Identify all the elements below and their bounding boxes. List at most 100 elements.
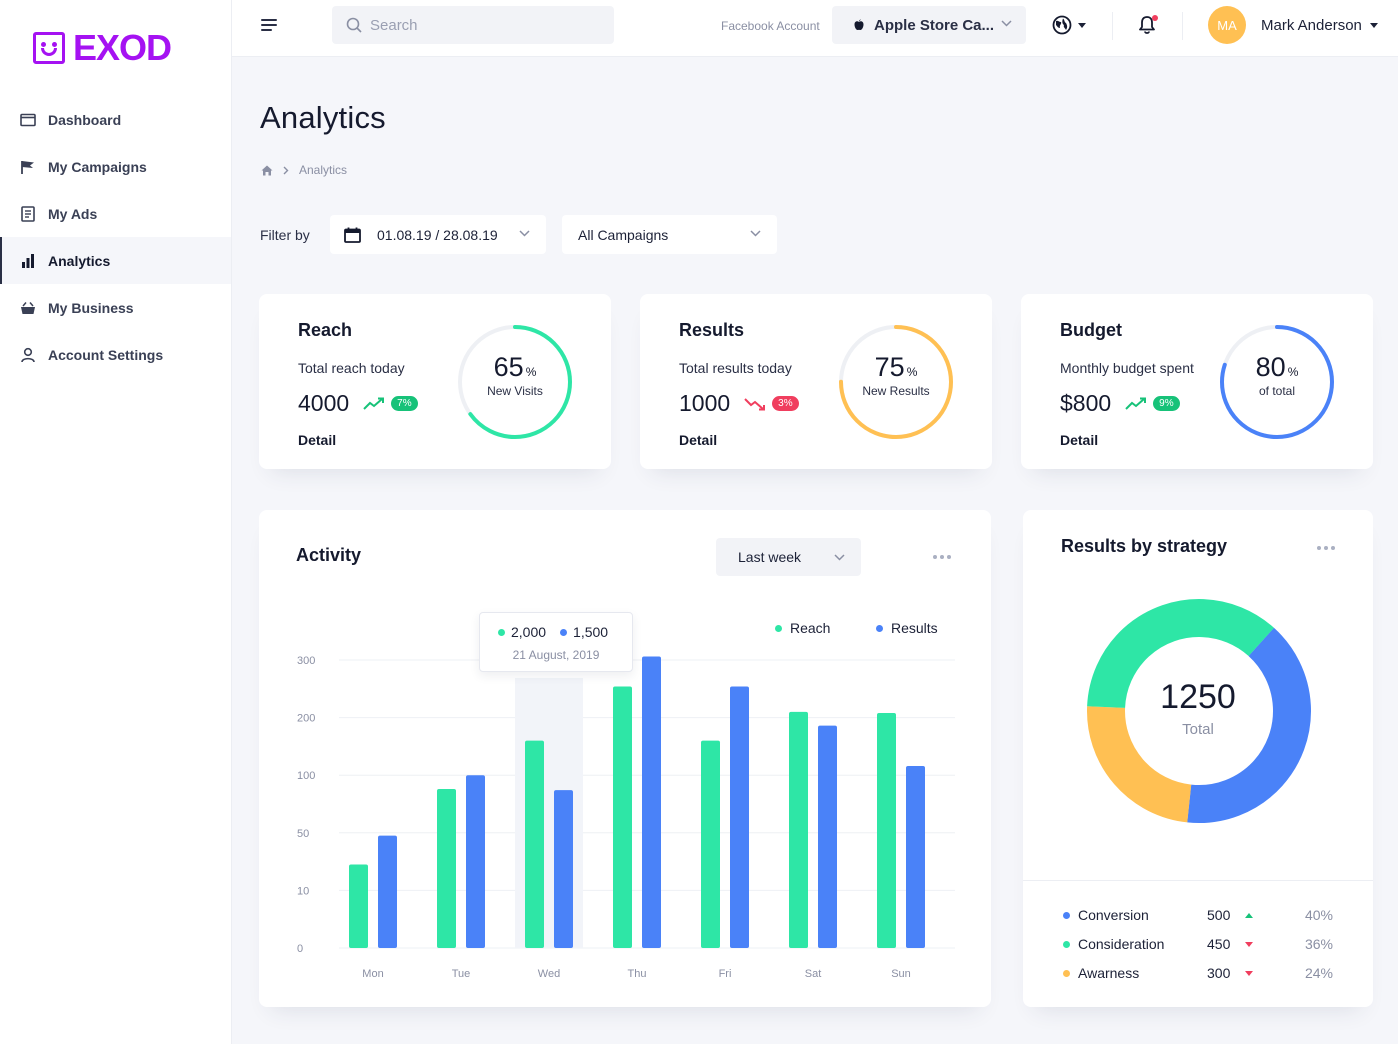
sidebar-item-dashboard[interactable]: Dashboard: [0, 96, 231, 143]
ring-percent: 75: [874, 352, 905, 382]
strategy-percent: 36%: [1304, 936, 1333, 952]
kpi-detail-link[interactable]: Detail: [679, 432, 718, 448]
bar-reach-fri[interactable]: [701, 740, 720, 948]
account-label: Facebook Account: [721, 19, 820, 33]
user-icon: [20, 347, 36, 363]
kpi-card-reach: Reach Total reach today 4000 7% Detail 6…: [259, 294, 611, 469]
header-divider: [1112, 12, 1113, 40]
x-tick-label: Sun: [891, 968, 911, 980]
sidebar-item-my-business[interactable]: My Business: [0, 284, 231, 331]
apple-icon: [854, 19, 864, 31]
bar-reach-mon[interactable]: [349, 864, 368, 948]
search-input[interactable]: [370, 16, 590, 34]
bar-results-thu[interactable]: [642, 656, 661, 948]
date-range-value: 01.08.19 / 28.08.19: [377, 226, 498, 243]
sidebar-item-account-settings[interactable]: Account Settings: [0, 331, 231, 378]
breadcrumb-item[interactable]: Analytics: [299, 163, 348, 177]
chart-tooltip: 2,000 1,500 21 August, 2019: [479, 612, 633, 672]
sidebar-item-my-ads[interactable]: My Ads: [0, 190, 231, 237]
bar-reach-tue[interactable]: [437, 789, 456, 948]
sidebar-item-label: My Ads: [48, 205, 98, 222]
bar-results-wed[interactable]: [554, 790, 573, 948]
ring-label: of total: [1258, 384, 1296, 398]
period-value: Last week: [738, 549, 802, 565]
donut-slice-awarness[interactable]: [1087, 599, 1311, 823]
ring-progress-arc: [1220, 325, 1334, 439]
y-tick-label: 0: [297, 943, 303, 955]
kpi-card-budget: Budget Monthly budget spent $800 9% Deta…: [1021, 294, 1373, 469]
kpi-value-row: 4000 7%: [298, 390, 418, 417]
strategy-name: Awarness: [1078, 965, 1140, 981]
top-header: Facebook Account Apple Store Ca... MA Ma…: [232, 0, 1398, 57]
home-icon[interactable]: [261, 165, 273, 176]
bar-reach-sun[interactable]: [877, 712, 896, 948]
list-item: Conversion 500 40%: [1063, 907, 1333, 923]
more-options-icon[interactable]: [933, 555, 951, 559]
account-select[interactable]: Apple Store Ca...: [832, 6, 1026, 44]
tooltip-reach-value: 2,000: [511, 624, 547, 640]
chevron-down-icon: [750, 230, 761, 237]
legend-label: Results: [891, 620, 938, 636]
strategy-card: Results by strategy 1250 Total Conversio…: [1023, 510, 1373, 1007]
page-title: Analytics: [260, 100, 386, 135]
ring-percent: 80: [1255, 352, 1286, 382]
notifications-button[interactable]: [1138, 15, 1158, 40]
trend-up-icon: [1125, 397, 1147, 410]
x-tick-label: Tue: [452, 968, 471, 980]
strategy-value: 450: [1207, 936, 1231, 952]
sidebar-item-label: My Campaigns: [48, 158, 147, 175]
legend-item-reach: Reach: [775, 620, 830, 636]
x-tick-label: Fri: [719, 968, 732, 980]
more-options-icon[interactable]: [1317, 546, 1335, 550]
kpi-subtitle: Total results today: [679, 360, 792, 376]
user-menu[interactable]: Mark Anderson: [1261, 17, 1378, 34]
donut-total: 1250: [1160, 678, 1236, 716]
bar-results-fri[interactable]: [730, 686, 749, 948]
legend-dot: [1063, 940, 1070, 948]
tooltip-results-value: 1,500: [573, 624, 609, 640]
tooltip-date: 21 August, 2019: [512, 648, 600, 662]
kpi-title: Budget: [1060, 320, 1122, 340]
date-range-select[interactable]: 01.08.19 / 28.08.19: [330, 215, 546, 254]
bar-results-sat[interactable]: [818, 725, 837, 948]
strategy-donut-chart: [1086, 599, 1311, 823]
search-box[interactable]: [332, 6, 614, 44]
trend-up-icon: [363, 397, 385, 410]
document-icon: [20, 205, 36, 222]
filter-label: Filter by: [260, 227, 310, 243]
bar-reach-wed[interactable]: [525, 740, 544, 948]
brand-logo[interactable]: EXOD: [33, 27, 172, 69]
browser-window-icon: [20, 112, 36, 128]
notification-dot: [1152, 15, 1158, 21]
bar-reach-sat[interactable]: [789, 711, 808, 948]
bar-chart-icon: [20, 253, 36, 269]
language-select[interactable]: [1052, 15, 1086, 35]
kpi-detail-link[interactable]: Detail: [1060, 432, 1099, 448]
chevron-down-icon: [834, 554, 845, 561]
strategy-list: Conversion 500 40% Consideration 450 36%…: [1023, 880, 1373, 981]
bar-reach-thu[interactable]: [613, 686, 632, 948]
kpi-value: 4000: [298, 390, 350, 416]
caret-down-icon: [1369, 23, 1378, 28]
account-value: Apple Store Ca...: [874, 16, 995, 34]
period-select[interactable]: Last week: [716, 538, 861, 576]
kpi-title: Results: [679, 320, 745, 340]
campaign-select[interactable]: All Campaigns: [562, 215, 777, 254]
globe-icon: [1052, 15, 1072, 35]
x-tick-label: Thu: [628, 968, 647, 980]
bar-results-tue[interactable]: [466, 775, 485, 948]
calendar-icon: [344, 227, 361, 243]
ring-percent: 65: [493, 352, 524, 382]
sidebar-item-my-campaigns[interactable]: My Campaigns: [0, 143, 231, 190]
donut-total-label: Total: [1182, 721, 1214, 738]
avatar[interactable]: MA: [1208, 6, 1246, 44]
sidebar-item-analytics[interactable]: Analytics: [0, 237, 231, 284]
briefcase-icon: [20, 300, 36, 316]
kpi-value-row: $800 9%: [1060, 390, 1180, 417]
strategy-percent: 40%: [1304, 907, 1333, 923]
kpi-detail-link[interactable]: Detail: [298, 432, 337, 448]
bar-results-mon[interactable]: [378, 835, 397, 948]
bar-results-sun[interactable]: [906, 765, 925, 948]
menu-toggle-icon[interactable]: [261, 19, 277, 33]
